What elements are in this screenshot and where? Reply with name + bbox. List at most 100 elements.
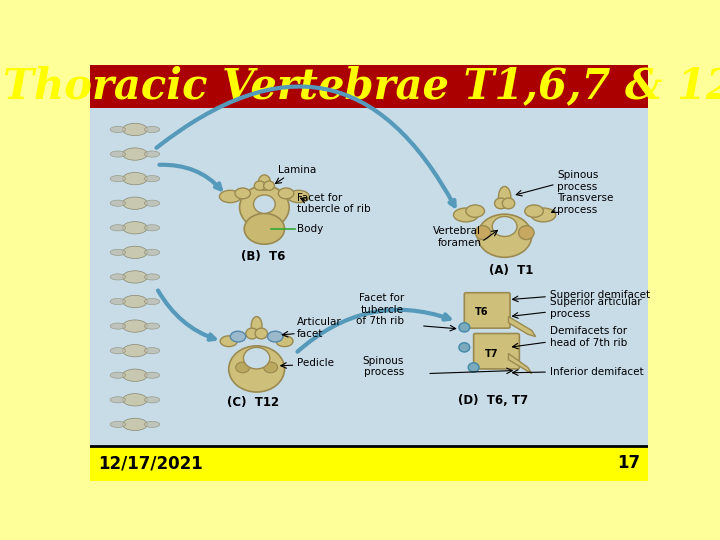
Text: 12/17/2021: 12/17/2021 [98,454,202,472]
Ellipse shape [144,397,160,403]
Text: Inferior demifacet: Inferior demifacet [549,367,643,377]
Ellipse shape [255,328,267,339]
Ellipse shape [122,394,148,406]
Ellipse shape [144,126,160,132]
Text: Pedicle: Pedicle [297,358,334,368]
Text: Facet for
tubercle
of 7th rib: Facet for tubercle of 7th rib [356,293,404,326]
Polygon shape [508,354,532,374]
Ellipse shape [110,348,126,354]
Ellipse shape [243,347,270,369]
Ellipse shape [110,200,126,206]
Ellipse shape [258,175,271,190]
Bar [606,448,645,478]
Ellipse shape [477,214,532,257]
Text: T6: T6 [475,307,489,317]
Ellipse shape [220,336,238,347]
Text: (A)  T1: (A) T1 [489,264,534,277]
Ellipse shape [110,372,126,379]
Ellipse shape [468,363,479,372]
Polygon shape [508,316,536,336]
Ellipse shape [495,198,507,209]
Ellipse shape [287,190,310,202]
Ellipse shape [531,208,556,222]
FancyBboxPatch shape [464,293,510,328]
Ellipse shape [144,176,160,182]
Ellipse shape [267,331,283,342]
Ellipse shape [264,181,274,190]
Ellipse shape [525,205,544,217]
Text: Superior articular
process: Superior articular process [549,297,642,319]
Ellipse shape [244,213,284,244]
Text: Lamina: Lamina [279,165,317,176]
Ellipse shape [144,151,160,157]
Ellipse shape [279,188,294,199]
Ellipse shape [144,225,160,231]
Bar [93,448,174,478]
Text: (D)  T6, T7: (D) T6, T7 [458,394,528,407]
Ellipse shape [475,226,490,240]
Text: Articular
facet: Articular facet [297,317,342,339]
Text: (B)  T6: (B) T6 [241,249,286,262]
Ellipse shape [253,195,275,213]
Text: (C)  T12: (C) T12 [228,396,279,409]
Text: Facet for
tubercle of rib: Facet for tubercle of rib [297,193,371,214]
Ellipse shape [122,197,148,210]
Ellipse shape [466,205,485,217]
Text: Superior demifacet: Superior demifacet [549,290,649,300]
Ellipse shape [251,316,262,335]
Text: Spinous
process: Spinous process [557,170,599,192]
Ellipse shape [144,249,160,255]
Ellipse shape [110,126,126,132]
Ellipse shape [240,186,289,229]
Ellipse shape [235,188,251,199]
Ellipse shape [122,221,148,234]
Ellipse shape [229,346,284,392]
Ellipse shape [122,320,148,332]
Ellipse shape [122,345,148,357]
Ellipse shape [122,123,148,136]
Ellipse shape [235,362,250,373]
Ellipse shape [144,348,160,354]
Ellipse shape [144,372,160,379]
Ellipse shape [110,421,126,428]
Text: Transverse
process: Transverse process [557,193,613,214]
Ellipse shape [110,151,126,157]
Bar [90,108,648,446]
Ellipse shape [220,190,241,202]
Text: Demifacets for
head of 7th rib: Demifacets for head of 7th rib [549,326,627,348]
Ellipse shape [246,328,258,339]
Text: Vertebral
foramen: Vertebral foramen [433,226,482,248]
Text: Body: Body [297,224,323,234]
Ellipse shape [276,336,293,347]
Ellipse shape [122,172,148,185]
Ellipse shape [459,343,469,352]
Ellipse shape [492,217,517,237]
Ellipse shape [110,397,126,403]
Text: T7: T7 [485,349,498,359]
Ellipse shape [503,198,515,209]
Ellipse shape [110,274,126,280]
Ellipse shape [518,226,534,240]
Ellipse shape [264,362,277,373]
Ellipse shape [110,323,126,329]
Ellipse shape [454,208,478,222]
Ellipse shape [144,323,160,329]
Ellipse shape [144,421,160,428]
Ellipse shape [122,369,148,381]
Ellipse shape [254,181,265,190]
Ellipse shape [110,225,126,231]
Bar [90,65,648,108]
Ellipse shape [144,274,160,280]
Ellipse shape [459,323,469,332]
Ellipse shape [122,271,148,283]
Ellipse shape [122,295,148,308]
Ellipse shape [122,246,148,259]
Text: Spinous
process: Spinous process [362,355,404,377]
FancyBboxPatch shape [474,334,519,369]
Ellipse shape [144,299,160,305]
Bar [90,446,648,481]
Ellipse shape [122,418,148,430]
Ellipse shape [110,176,126,182]
Ellipse shape [144,200,160,206]
Ellipse shape [110,299,126,305]
